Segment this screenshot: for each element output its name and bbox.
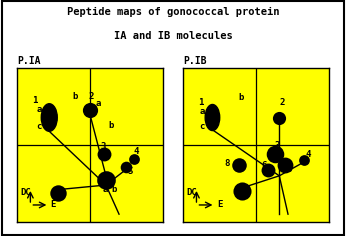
- Point: [124, 165, 129, 169]
- Text: Peptide maps of gonococcal protein: Peptide maps of gonococcal protein: [67, 7, 279, 17]
- Ellipse shape: [41, 104, 57, 131]
- Text: b: b: [239, 93, 244, 102]
- Text: b: b: [109, 121, 114, 130]
- Text: 6: 6: [97, 174, 103, 183]
- Text: b: b: [112, 185, 117, 194]
- Text: 4: 4: [306, 150, 311, 159]
- Ellipse shape: [205, 105, 220, 131]
- Text: a: a: [103, 185, 108, 194]
- Text: P.IA: P.IA: [17, 56, 41, 66]
- Point: [282, 163, 288, 167]
- Text: IA and IB molecules: IA and IB molecules: [113, 31, 233, 41]
- Text: DC: DC: [20, 188, 31, 197]
- Text: 1: 1: [32, 96, 37, 105]
- Text: 7: 7: [243, 190, 248, 199]
- Point: [276, 116, 282, 119]
- Point: [272, 152, 278, 156]
- Text: b: b: [73, 92, 78, 101]
- Text: 3: 3: [100, 142, 106, 151]
- Text: a: a: [36, 105, 42, 114]
- Point: [102, 152, 107, 156]
- Point: [239, 189, 244, 193]
- Text: 6: 6: [262, 160, 267, 170]
- Point: [301, 159, 307, 162]
- Text: c: c: [199, 122, 205, 131]
- Point: [55, 191, 61, 194]
- Text: 2: 2: [279, 98, 285, 107]
- Point: [131, 157, 136, 161]
- Text: 5: 5: [286, 165, 292, 174]
- Text: E: E: [51, 200, 56, 210]
- Text: 7: 7: [60, 188, 65, 197]
- Text: c: c: [36, 122, 42, 131]
- Point: [103, 178, 109, 182]
- Text: E: E: [217, 200, 222, 210]
- Text: a: a: [96, 99, 101, 108]
- Text: 8: 8: [224, 159, 229, 168]
- Text: 1: 1: [198, 98, 203, 107]
- Point: [236, 163, 242, 167]
- Text: a: a: [199, 107, 205, 116]
- Text: 2: 2: [89, 92, 94, 101]
- Text: 3: 3: [275, 141, 280, 150]
- Text: 5: 5: [128, 167, 133, 176]
- Point: [265, 168, 271, 172]
- Text: DC: DC: [186, 188, 197, 197]
- Text: P.IB: P.IB: [183, 56, 207, 66]
- Point: [87, 108, 93, 112]
- Text: 4: 4: [134, 147, 139, 156]
